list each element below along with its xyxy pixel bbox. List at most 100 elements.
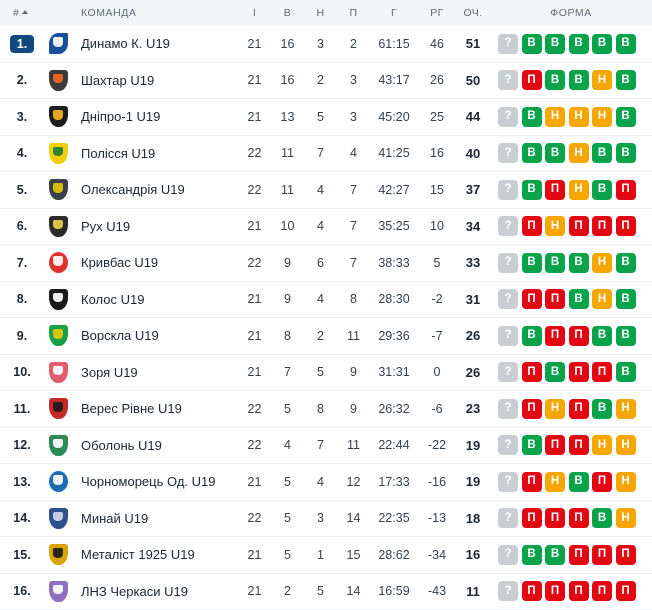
form-badge-loss[interactable]: П [545, 435, 565, 456]
form-badge-loss[interactable]: П [521, 70, 542, 91]
form-badge-loss[interactable]: П [521, 581, 542, 602]
team-name[interactable]: Шахтар U19 [81, 72, 155, 88]
form-badge-draw[interactable]: Н [545, 471, 565, 492]
form-badge-win[interactable]: В [592, 179, 612, 200]
form-badge-loss[interactable]: П [615, 544, 636, 565]
team-name[interactable]: Ворскла U19 [81, 328, 159, 344]
form-badge-loss[interactable]: П [545, 508, 565, 529]
form-badge-unknown[interactable]: ? [498, 33, 518, 54]
form-badge-win[interactable]: В [615, 70, 636, 91]
team-name[interactable]: ЛНЗ Черкаси U19 [81, 583, 188, 599]
team-name[interactable]: Минай U19 [81, 510, 149, 526]
team-name[interactable]: Динамо К. U19 [81, 36, 170, 52]
form-badge-draw[interactable]: Н [592, 106, 612, 127]
form-badge-draw[interactable]: Н [592, 70, 612, 91]
form-badge-draw[interactable]: Н [615, 435, 636, 456]
form-badge-win[interactable]: В [568, 70, 589, 91]
form-badge-draw[interactable]: Н [568, 143, 589, 164]
form-badge-win[interactable]: В [615, 106, 636, 127]
form-badge-draw[interactable]: Н [615, 508, 636, 529]
form-badge-draw[interactable]: Н [545, 398, 565, 419]
form-badge-loss[interactable]: П [568, 508, 589, 529]
table-row[interactable]: 16. ЛНЗ Черкаси U19 21 2 5 14 16:59 -43 11? П П П П П [0, 574, 652, 610]
form-badge-loss[interactable]: П [545, 325, 565, 346]
form-badge-win[interactable]: В [615, 289, 636, 310]
column-header-rank[interactable]: # [0, 7, 44, 19]
form-badge-draw[interactable]: Н [568, 179, 589, 200]
form-badge-loss[interactable]: П [615, 179, 636, 200]
form-badge-loss[interactable]: П [615, 581, 636, 602]
form-badge-loss[interactable]: П [521, 398, 542, 419]
form-badge-loss[interactable]: П [521, 362, 542, 383]
form-badge-win[interactable]: В [568, 289, 589, 310]
form-badge-loss[interactable]: П [568, 362, 589, 383]
table-row[interactable]: 4. Полісся U19 22 11 7 4 41:25 16 40? В В Н В В [0, 136, 652, 172]
form-badge-unknown[interactable]: ? [498, 106, 518, 127]
form-badge-win[interactable]: В [545, 252, 565, 273]
team-name[interactable]: Металіст 1925 U19 [81, 547, 195, 563]
column-header-draws[interactable]: Н [316, 7, 325, 19]
form-badge-unknown[interactable]: ? [498, 289, 518, 310]
form-badge-loss[interactable]: П [521, 216, 542, 237]
form-badge-win[interactable]: В [545, 143, 565, 164]
table-row[interactable]: 12. Оболонь U19 22 4 7 11 22:44 -22 19? В П П Н Н [0, 428, 652, 464]
form-badge-win[interactable]: В [545, 33, 565, 54]
form-badge-win[interactable]: В [521, 106, 542, 127]
table-row[interactable]: 11. Верес Рівне U19 22 5 8 9 26:32 -6 23? П Н П В Н [0, 391, 652, 428]
form-badge-unknown[interactable]: ? [498, 435, 518, 456]
form-badge-win[interactable]: В [568, 471, 589, 492]
table-row[interactable]: 5. Олександрія U19 22 11 4 7 42:27 15 37? В П Н В П [0, 172, 652, 209]
table-row[interactable]: 13. Чорноморець Од. U19 21 5 4 12 17:33 -16 19? П… [0, 464, 652, 501]
form-badge-loss[interactable]: П [521, 289, 542, 310]
form-badge-win[interactable]: В [545, 362, 565, 383]
column-header-losses[interactable]: П [349, 7, 358, 19]
form-badge-win[interactable]: В [545, 544, 565, 565]
form-badge-loss[interactable]: П [592, 544, 612, 565]
form-badge-win[interactable]: В [521, 143, 542, 164]
form-badge-loss[interactable]: П [568, 581, 589, 602]
team-name[interactable]: Дніпро-1 U19 [81, 109, 161, 125]
form-badge-unknown[interactable]: ? [498, 70, 518, 91]
team-name[interactable]: Рух U19 [81, 218, 131, 234]
form-badge-unknown[interactable]: ? [498, 143, 518, 164]
form-badge-draw[interactable]: Н [545, 216, 565, 237]
form-badge-loss[interactable]: П [568, 398, 589, 419]
form-badge-loss[interactable]: П [545, 289, 565, 310]
form-badge-win[interactable]: В [615, 325, 636, 346]
team-name[interactable]: Зоря U19 [81, 364, 138, 380]
form-badge-loss[interactable]: П [592, 216, 612, 237]
form-badge-unknown[interactable]: ? [498, 508, 518, 529]
table-row[interactable]: 3. Дніпро-1 U19 21 13 5 3 45:20 25 44? В Н Н Н В [0, 99, 652, 136]
sort-ascending-icon[interactable] [22, 10, 29, 14]
table-row[interactable]: 6. Рух U19 21 10 4 7 35:25 10 34? П Н П П П [0, 209, 652, 245]
form-badge-unknown[interactable]: ? [498, 362, 518, 383]
form-badge-loss[interactable]: П [568, 435, 589, 456]
form-badge-unknown[interactable]: ? [498, 398, 518, 419]
form-badge-draw[interactable]: Н [615, 471, 636, 492]
column-header-team[interactable]: КОМАНДА [81, 7, 137, 19]
form-badge-unknown[interactable]: ? [498, 544, 518, 565]
team-name[interactable]: Чорноморець Од. U19 [81, 474, 216, 490]
form-badge-draw[interactable]: Н [592, 289, 612, 310]
form-badge-win[interactable]: В [592, 508, 612, 529]
form-badge-win[interactable]: В [615, 362, 636, 383]
table-row[interactable]: 14. Минай U19 22 5 3 14 22:35 -13 18? П П П В Н [0, 501, 652, 537]
form-badge-win[interactable]: В [568, 252, 589, 273]
form-badge-loss[interactable]: П [568, 325, 589, 346]
column-header-played[interactable]: І [252, 7, 257, 19]
form-badge-win[interactable]: В [521, 325, 542, 346]
form-badge-loss[interactable]: П [592, 581, 612, 602]
team-name[interactable]: Колос U19 [81, 291, 145, 307]
form-badge-draw[interactable]: Н [568, 106, 589, 127]
form-badge-win[interactable]: В [545, 70, 565, 91]
table-row[interactable]: 1. Динамо К. U19 21 16 3 2 61:15 46 51? В В В В В [0, 26, 652, 63]
form-badge-unknown[interactable]: ? [498, 581, 518, 602]
table-row[interactable]: 2. Шахтар U19 21 16 2 3 43:17 26 50? П В В Н В [0, 63, 652, 99]
table-row[interactable]: 9. Ворскла U19 21 8 2 11 29:36 -7 26? В П П В В [0, 318, 652, 355]
form-badge-unknown[interactable]: ? [498, 252, 518, 273]
form-badge-win[interactable]: В [521, 179, 542, 200]
form-badge-win[interactable]: В [521, 435, 542, 456]
table-row[interactable]: 7. Кривбас U19 22 9 6 7 38:33 5 33? В В В Н В [0, 245, 652, 282]
form-badge-unknown[interactable]: ? [498, 325, 518, 346]
form-badge-win[interactable]: В [615, 252, 636, 273]
